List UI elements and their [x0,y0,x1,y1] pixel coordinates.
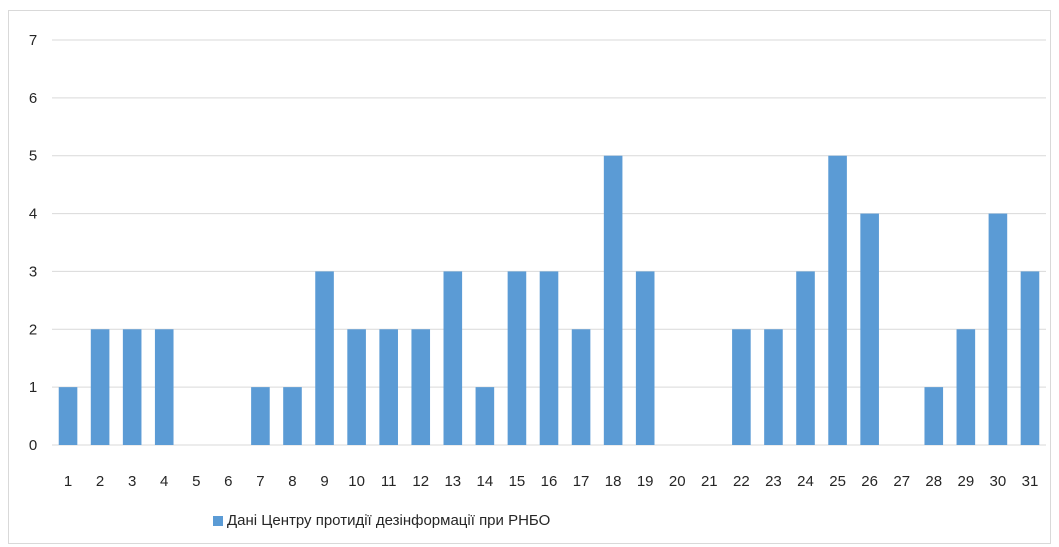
y-tick-label: 2 [29,321,37,338]
bar-7 [251,387,270,445]
legend-swatch [213,515,223,526]
bar-22 [732,329,751,445]
x-tick-label: 9 [320,473,328,490]
x-tick-label: 8 [288,473,296,490]
bar-31 [1020,271,1040,445]
gridlines [52,39,1046,446]
x-tick-label: 28 [925,473,942,490]
x-tick-label: 19 [637,473,654,490]
bar-2 [90,329,110,445]
x-tick-label: 4 [160,473,168,490]
x-tick-label: 6 [224,473,232,490]
bar-11 [379,329,398,445]
x-tick-label: 21 [701,473,718,490]
x-tick-label: 18 [605,473,622,490]
x-tick-label: 3 [128,473,136,490]
x-tick-label: 27 [893,473,910,490]
bar-12 [411,329,431,445]
bar-10 [347,329,366,445]
bar-16 [539,271,559,445]
legend-label: Дані Центру протидії дезінформації при Р… [227,512,551,529]
y-tick-label: 5 [29,148,37,165]
bar-15 [507,271,527,445]
bar-28 [924,387,944,445]
bar-8 [283,387,302,445]
x-tick-label: 25 [829,473,846,490]
y-tick-label: 6 [29,90,37,107]
x-tick-label: 31 [1022,473,1039,490]
bar-29 [956,329,976,445]
bar-13 [443,271,463,445]
bar-23 [764,329,783,445]
x-tick-label: 11 [381,473,397,490]
bar-18 [603,155,623,445]
bar-1 [58,387,78,445]
bars [58,155,1040,445]
y-tick-label: 7 [29,32,37,49]
x-tick-label: 15 [509,473,526,490]
x-tick-label: 2 [96,473,104,490]
bar-30 [988,213,1008,445]
bar-19 [635,271,655,445]
x-tick-label: 23 [765,473,782,490]
legend: Дані Центру протидії дезінформації при Р… [213,512,550,529]
y-tick-label: 1 [29,379,37,396]
bar-9 [315,271,334,445]
x-axis-ticks: 1 2 3 4 5 6 7 8 9 10 11 12 13 14 15 16 17 18 19 20 21 22 23 24 2… [64,473,1038,490]
bar-26 [860,213,879,445]
x-tick-label: 22 [733,473,750,490]
y-tick-label: 0 [29,437,37,454]
bar-25 [828,155,847,445]
x-tick-label: 13 [444,473,461,490]
x-tick-label: 17 [573,473,590,490]
x-tick-label: 16 [541,473,558,490]
x-tick-label: 1 [64,473,72,490]
x-tick-label: 24 [797,473,814,490]
y-axis-ticks: 0 1 2 3 4 5 6 7 [29,32,37,454]
bar-17 [571,329,591,445]
bar-3 [122,329,142,445]
bar-14 [475,387,495,445]
x-tick-label: 12 [412,473,429,490]
x-tick-label: 29 [957,473,974,490]
bar-24 [796,271,815,445]
y-tick-label: 4 [29,206,37,223]
x-tick-label: 26 [861,473,878,490]
bar-4 [154,329,174,445]
x-tick-label: 20 [669,473,686,490]
x-tick-label: 14 [477,473,494,490]
x-tick-label: 7 [256,473,264,490]
x-tick-label: 5 [192,473,200,490]
y-tick-label: 3 [29,263,37,280]
x-tick-label: 10 [348,473,365,490]
x-tick-label: 30 [990,473,1007,490]
